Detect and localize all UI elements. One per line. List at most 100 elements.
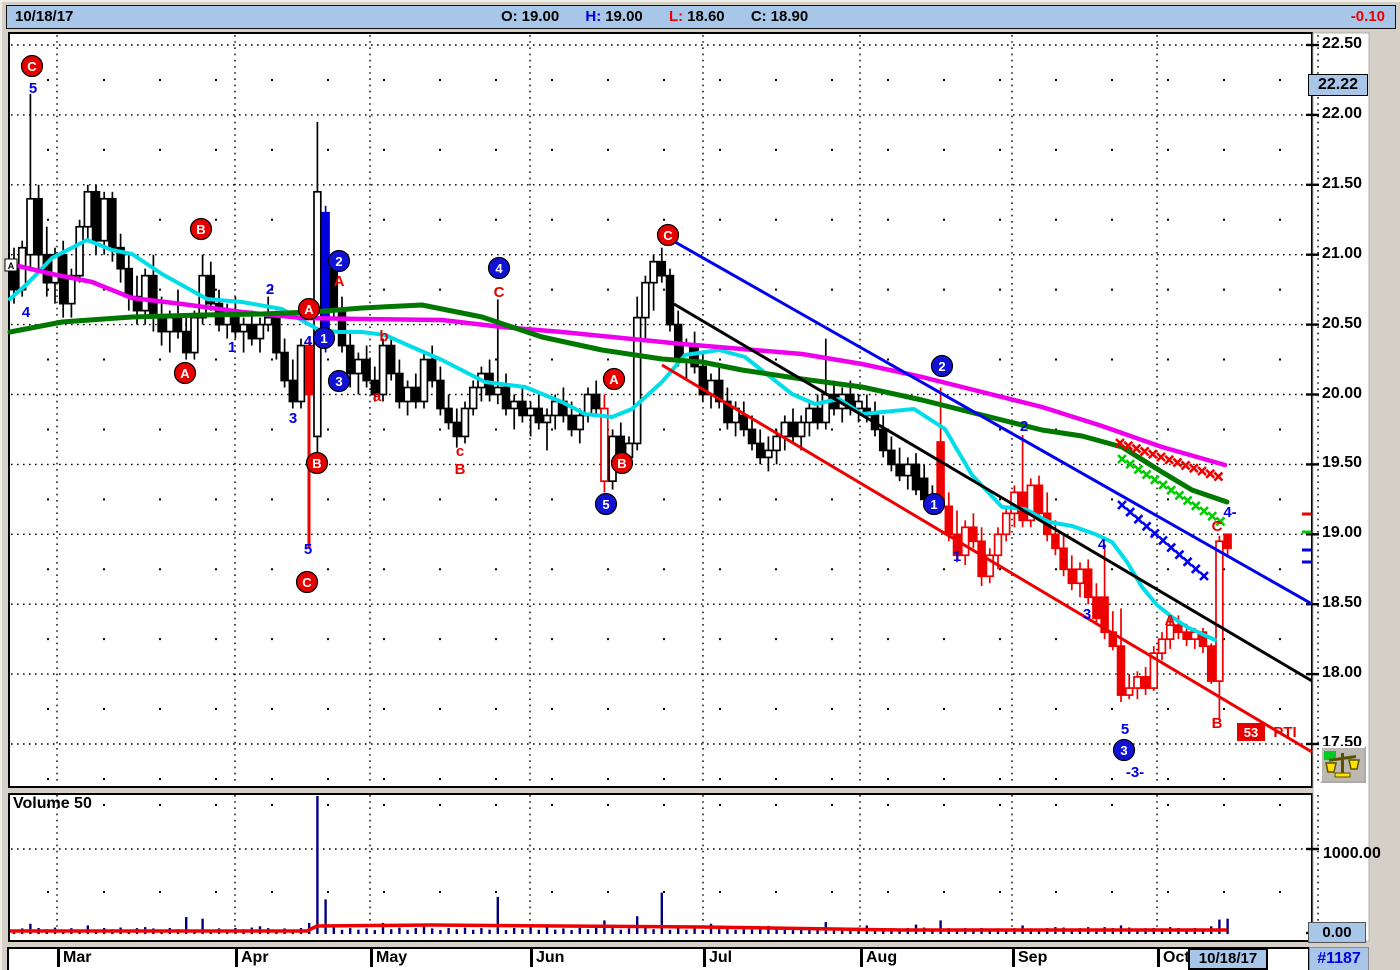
wave-text: -3- xyxy=(1126,764,1144,781)
wave-circle-text: C xyxy=(663,228,673,243)
candle-body xyxy=(493,386,503,396)
candle-body xyxy=(263,316,273,326)
wave-text: B xyxy=(455,461,466,478)
wave-circle-text: 3 xyxy=(335,374,342,389)
x-mark-chains xyxy=(1115,438,1311,581)
x-mark xyxy=(1131,443,1142,454)
month-tick xyxy=(235,949,238,967)
candle-body xyxy=(657,260,667,277)
candle-body xyxy=(1026,484,1036,522)
x-mark xyxy=(1133,514,1144,525)
x-mark xyxy=(1172,457,1183,468)
wave-circle-text: 2 xyxy=(335,254,342,269)
candle-body xyxy=(468,386,478,410)
x-mark xyxy=(1207,511,1218,522)
candle-body xyxy=(632,316,642,445)
x-mark xyxy=(1117,454,1127,464)
candle-body xyxy=(1223,533,1232,550)
ma-slow-green xyxy=(7,302,1230,505)
candle-body xyxy=(91,190,101,242)
wave-text: 1 xyxy=(228,339,236,356)
x-mark xyxy=(1174,490,1185,501)
wave-text: PTI xyxy=(1273,724,1296,741)
pti-badge xyxy=(1237,723,1265,741)
candle-body xyxy=(575,414,585,431)
low-value: 18.60 xyxy=(687,8,725,25)
cursor-date-box[interactable]: 10/18/17 xyxy=(1188,948,1268,970)
wave-text: 4 xyxy=(22,304,31,321)
candle-body xyxy=(1182,631,1191,640)
wave-circle-text: C xyxy=(302,575,312,590)
wave-circle-text: A xyxy=(304,302,314,317)
candle-body xyxy=(206,274,216,305)
bar-count-box: #1187 xyxy=(1309,947,1369,970)
candle-body xyxy=(895,463,904,477)
ma-mid-magenta xyxy=(7,261,1228,468)
x-mark xyxy=(1215,516,1226,527)
candle-body xyxy=(165,316,175,333)
month-label: Aug xyxy=(866,949,898,966)
open-label: O: xyxy=(501,8,518,25)
candle-body xyxy=(370,379,380,396)
x-mark xyxy=(1205,468,1216,479)
candle-body xyxy=(911,463,921,491)
quote-header: 10/18/17 O: 19.00 H: 19.00 L: 18.60 C: 18.90… xyxy=(6,5,1396,29)
low-label: L: xyxy=(668,8,684,25)
mini-tag xyxy=(4,258,18,272)
candle-body xyxy=(772,435,781,452)
candle-body xyxy=(1116,645,1126,696)
wave-text: C xyxy=(1212,518,1223,535)
mini-tag-text: A xyxy=(8,261,15,271)
volume-ma xyxy=(10,923,1227,933)
candle-body xyxy=(149,274,158,319)
x-mark xyxy=(1182,495,1193,506)
close-label: C: xyxy=(750,8,767,25)
candle-body xyxy=(239,323,248,333)
candle-body xyxy=(813,407,822,424)
candle-body xyxy=(600,407,609,483)
ma-fast-cyan xyxy=(8,238,1217,642)
candle-body xyxy=(788,421,798,438)
candle-body xyxy=(887,449,896,466)
wave-text: 3 xyxy=(289,410,297,427)
candle-body xyxy=(501,386,511,410)
wave-text: 4 xyxy=(1098,536,1107,553)
candle-body xyxy=(821,393,831,424)
candle-body xyxy=(714,379,724,403)
wave-circle xyxy=(297,297,321,321)
price-axis-label: 22.50 xyxy=(1322,35,1363,52)
candle-body xyxy=(1157,638,1167,654)
candle-body xyxy=(411,386,421,403)
candle-body xyxy=(452,421,462,438)
candle-body xyxy=(1133,676,1142,689)
x-mark xyxy=(1164,454,1175,465)
app-logo-button[interactable] xyxy=(1320,746,1366,783)
volume-panel-label: Volume 50 xyxy=(13,795,92,812)
high-value: 19.00 xyxy=(605,8,643,25)
candle-body xyxy=(755,442,765,459)
candle-body xyxy=(140,274,150,312)
month-label: Jun xyxy=(536,949,565,966)
candle-body xyxy=(747,428,757,445)
candle-body xyxy=(395,372,404,403)
candle-body xyxy=(173,316,183,333)
candle-body xyxy=(739,414,749,431)
grid xyxy=(11,35,1310,931)
wave-circle xyxy=(1112,738,1136,762)
wave-text: a xyxy=(373,388,382,405)
candle-body xyxy=(796,421,806,438)
x-mark xyxy=(1125,459,1136,470)
x-mark xyxy=(1188,463,1199,474)
x-mark xyxy=(1139,446,1150,457)
month-label: Sep xyxy=(1018,949,1048,966)
wave-circle xyxy=(295,570,319,594)
candle-body xyxy=(518,400,527,417)
candle-body xyxy=(288,379,298,403)
candle-body xyxy=(1067,568,1077,585)
candle-body xyxy=(378,344,388,396)
candle-body xyxy=(280,351,289,382)
candle-body xyxy=(878,428,888,452)
candle-body xyxy=(944,505,954,536)
candle-body xyxy=(1174,624,1183,634)
